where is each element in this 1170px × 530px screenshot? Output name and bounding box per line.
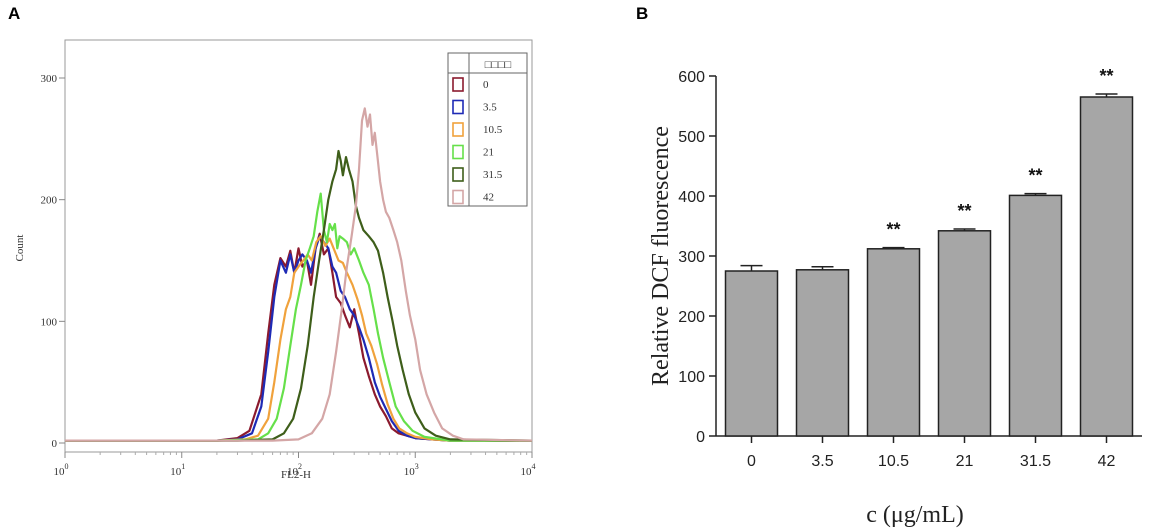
bar: [1079, 96, 1134, 437]
histogram-y-tick-label: 300: [41, 73, 58, 85]
bar-x-tick-label: 21: [956, 453, 974, 470]
bar: [795, 269, 850, 437]
significance-marker: **: [1028, 166, 1042, 186]
histogram-series-line: [65, 235, 532, 442]
histogram-panel: 100 101 102 103 104 0 100 200 300 FL2-H Count □…: [14, 39, 536, 481]
bar-y-tick-label: 400: [678, 189, 705, 206]
bar-y-tick-label: 300: [678, 249, 705, 266]
bar-x-tick-label: 31.5: [1020, 453, 1051, 470]
bar-x-tick-label: 42: [1098, 453, 1116, 470]
bar-y-label: Relative DCF fluorescence: [648, 126, 674, 386]
legend-item-label: 3.5: [483, 102, 497, 114]
legend-swatch: [452, 99, 464, 115]
bar-x-tick-label: 3.5: [811, 453, 833, 470]
bar-y-tick-label: 0: [696, 429, 705, 446]
bar: [866, 248, 921, 437]
histogram-series-line: [65, 232, 532, 442]
histogram-x-tick-label: 103: [404, 462, 419, 478]
legend-item-label: 10.5: [483, 124, 503, 136]
histogram-x-tick-label: 102: [287, 462, 302, 478]
histogram-x-ticks: 100 101 102 103 104: [54, 452, 536, 478]
legend-swatch: [452, 144, 464, 160]
histogram-x-label: FL2-H: [281, 469, 311, 481]
bar: [724, 270, 779, 437]
bar-x-label: c (μg/mL): [866, 502, 964, 528]
histogram-y-tick-label: 200: [41, 195, 58, 207]
legend-swatch: [452, 122, 464, 137]
panel-b-label: B: [636, 4, 648, 23]
bar-axes: 0 100 200 300 400 500 600: [678, 69, 1142, 446]
significance-marker: **: [957, 201, 971, 221]
bar-y-tick-label: 100: [678, 369, 705, 386]
legend-item-label: 42: [483, 192, 494, 204]
histogram-x-tick-label: 104: [521, 462, 536, 478]
legend-item-label: 31.5: [483, 169, 503, 181]
bar-series: 0 3.5 10.5 ** 21 ** 31.5 ** 42 **: [724, 66, 1134, 470]
histogram-x-tick-label: 100: [54, 462, 69, 478]
bar-y-tick-label: 600: [678, 69, 705, 86]
histogram-legend: □□□□ 0 3.5 10.5 21 31.5 42: [447, 52, 528, 207]
legend-swatch: [452, 167, 464, 182]
bar: [1008, 194, 1063, 437]
histogram-y-tick-label: 100: [41, 316, 58, 328]
histogram-series-line: [65, 192, 532, 442]
legend-swatch: [452, 77, 464, 92]
bar-x-tick-label: 10.5: [878, 453, 909, 470]
histogram-y-tick-label: 0: [52, 438, 58, 450]
histogram-y-ticks: 0 100 200 300: [41, 73, 65, 450]
bar-panel: 0 100 200 300 400 500 600 0 3.5 10.5 ** 21 ** 31.5 **…: [648, 66, 1142, 528]
bar: [937, 230, 992, 437]
panel-a-label: A: [8, 4, 20, 23]
bar-y-tick-label: 500: [678, 129, 705, 146]
significance-marker: **: [886, 220, 900, 240]
histogram-y-label: Count: [14, 235, 26, 262]
histogram-series-line: [65, 107, 533, 442]
legend-header: □□□□: [485, 59, 512, 71]
histogram-series-line: [65, 149, 533, 442]
histogram-x-tick-label: 101: [170, 462, 185, 478]
bar-y-tick-label: 200: [678, 309, 705, 326]
legend-item-label: 21: [483, 147, 494, 159]
significance-marker: **: [1099, 66, 1113, 86]
legend-item-label: 0: [483, 79, 489, 91]
bar-x-tick-label: 0: [747, 453, 756, 470]
histogram-series-line: [65, 235, 532, 442]
legend-swatch: [452, 189, 464, 205]
histogram-lines: [65, 107, 533, 442]
